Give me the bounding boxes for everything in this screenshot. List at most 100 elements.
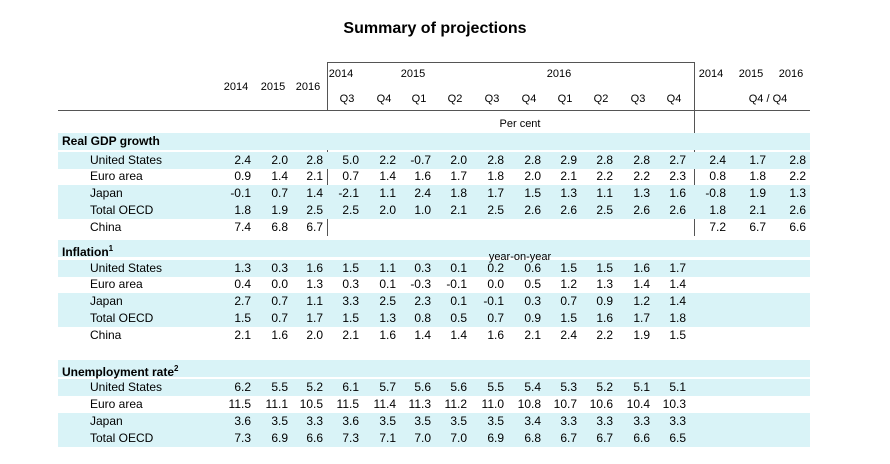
quarterly-value: 0.7	[487, 311, 504, 325]
quarterly-value: 2.5	[596, 203, 613, 217]
quarterly-value: 1.8	[669, 311, 686, 325]
annual-value: 0.7	[271, 186, 288, 200]
quarterly-value: 0.3	[414, 261, 431, 275]
annual-value: 5.5	[271, 380, 288, 394]
header-bottom-rule	[58, 110, 810, 111]
q4-value: 6.7	[749, 220, 766, 234]
row-stripe	[58, 202, 810, 219]
quarterly-value: 3.3	[560, 414, 577, 428]
quarterly-value: 2.8	[524, 153, 541, 167]
annual-value: 11.5	[228, 397, 251, 411]
header-annual-year: 2015	[260, 81, 286, 93]
quarterly-value: 2.0	[379, 203, 396, 217]
annual-value: 1.6	[306, 261, 323, 275]
quarterly-value: 1.6	[633, 261, 650, 275]
row-label: China	[90, 328, 122, 342]
section-stripe	[58, 240, 810, 257]
q4-value: 2.6	[789, 203, 806, 217]
quarterly-value: 0.2	[487, 261, 504, 275]
row-stripe	[58, 310, 810, 327]
section-title: Unemployment rate2	[62, 364, 179, 379]
footnote-marker: 1	[108, 244, 114, 253]
row-stripe	[58, 293, 810, 310]
annual-value: 2.5	[306, 203, 323, 217]
annual-value: 11.1	[265, 397, 288, 411]
quarterly-value: 2.8	[487, 153, 504, 167]
quarterly-value: 2.6	[524, 203, 541, 217]
section-title: Inflation1	[62, 244, 114, 259]
annual-value: 1.3	[234, 261, 251, 275]
quarterly-value: 7.3	[342, 431, 359, 445]
quarterly-value: 1.4	[450, 328, 467, 342]
row-label: United States	[90, 153, 163, 167]
quarterly-value: 7.0	[414, 431, 431, 445]
header-quarter-year: 2016	[546, 68, 572, 80]
annual-value: 1.5	[234, 311, 251, 325]
annual-value: 2.8	[306, 153, 323, 167]
q4-value: 1.9	[749, 186, 766, 200]
quarterly-value: 3.3	[596, 414, 613, 428]
annual-value: 2.7	[234, 294, 251, 308]
row-stripe	[58, 152, 810, 169]
quarterly-value: 1.4	[669, 294, 686, 308]
quarterly-value: 0.3	[342, 277, 359, 291]
q4-value: 2.1	[749, 203, 766, 217]
row-stripe	[58, 185, 810, 202]
quarterly-value: 6.7	[596, 431, 613, 445]
quarterly-value: 0.5	[450, 311, 467, 325]
quarterly-value: 2.6	[669, 203, 686, 217]
quarterly-value: 2.6	[633, 203, 650, 217]
row-label: Total OECD	[90, 431, 154, 445]
annual-value: 5.2	[306, 380, 323, 394]
annual-value: 10.5	[299, 397, 323, 411]
quarterly-value: 7.1	[379, 431, 396, 445]
quarterly-value: 3.3	[342, 294, 359, 308]
quarterly-value: 1.7	[633, 311, 650, 325]
annual-value: 7.4	[234, 220, 251, 234]
quarterly-value: 2.2	[633, 169, 650, 183]
annual-value: 2.0	[306, 328, 323, 342]
quarterly-value: 3.3	[669, 414, 686, 428]
q4-value: 2.2	[789, 169, 806, 183]
quarterly-value: 1.3	[633, 186, 650, 200]
annual-value: 2.4	[234, 153, 251, 167]
annual-value: 6.9	[271, 431, 288, 445]
annual-value: 2.1	[234, 328, 251, 342]
quarterly-value: -2.1	[338, 186, 359, 200]
quarterly-value: 5.1	[633, 380, 650, 394]
annual-value: 0.0	[271, 277, 288, 291]
annual-value: 6.7	[306, 220, 323, 234]
quarterly-value: 10.7	[553, 397, 577, 411]
header-top-rule	[327, 62, 695, 63]
q4-value: 1.8	[709, 203, 726, 217]
q4-value: 2.8	[789, 153, 806, 167]
row-label: Japan	[90, 294, 123, 308]
quarterly-value: 5.0	[342, 153, 359, 167]
annual-value: 0.7	[271, 294, 288, 308]
quarterly-value: 0.8	[414, 311, 431, 325]
quarterly-value: 1.6	[487, 328, 504, 342]
quarterly-value: 10.3	[662, 397, 686, 411]
quarterly-value: 10.4	[626, 397, 650, 411]
row-label: Euro area	[90, 277, 143, 291]
quarterly-value: 10.8	[517, 397, 541, 411]
annual-value: 1.6	[271, 328, 288, 342]
quarterly-value: 3.4	[524, 414, 541, 428]
section-stripe	[58, 133, 810, 150]
row-stripe	[58, 430, 810, 447]
quarterly-value: 2.2	[596, 169, 613, 183]
quarterly-value: 1.8	[450, 186, 467, 200]
quarterly-value: 2.6	[560, 203, 577, 217]
quarterly-value: 2.1	[560, 169, 577, 183]
row-label: United States	[90, 261, 163, 275]
quarterly-value: 6.8	[524, 431, 541, 445]
quarterly-value: 5.6	[450, 380, 467, 394]
annual-value: 1.3	[306, 277, 323, 291]
quarterly-value: 6.9	[487, 431, 504, 445]
row-stripe	[58, 260, 810, 277]
quarterly-value: 0.9	[596, 294, 613, 308]
quarterly-value: 1.7	[669, 261, 686, 275]
quarterly-value: 1.0	[414, 203, 431, 217]
quarterly-value: 1.2	[633, 294, 650, 308]
annual-value: 1.4	[306, 186, 323, 200]
